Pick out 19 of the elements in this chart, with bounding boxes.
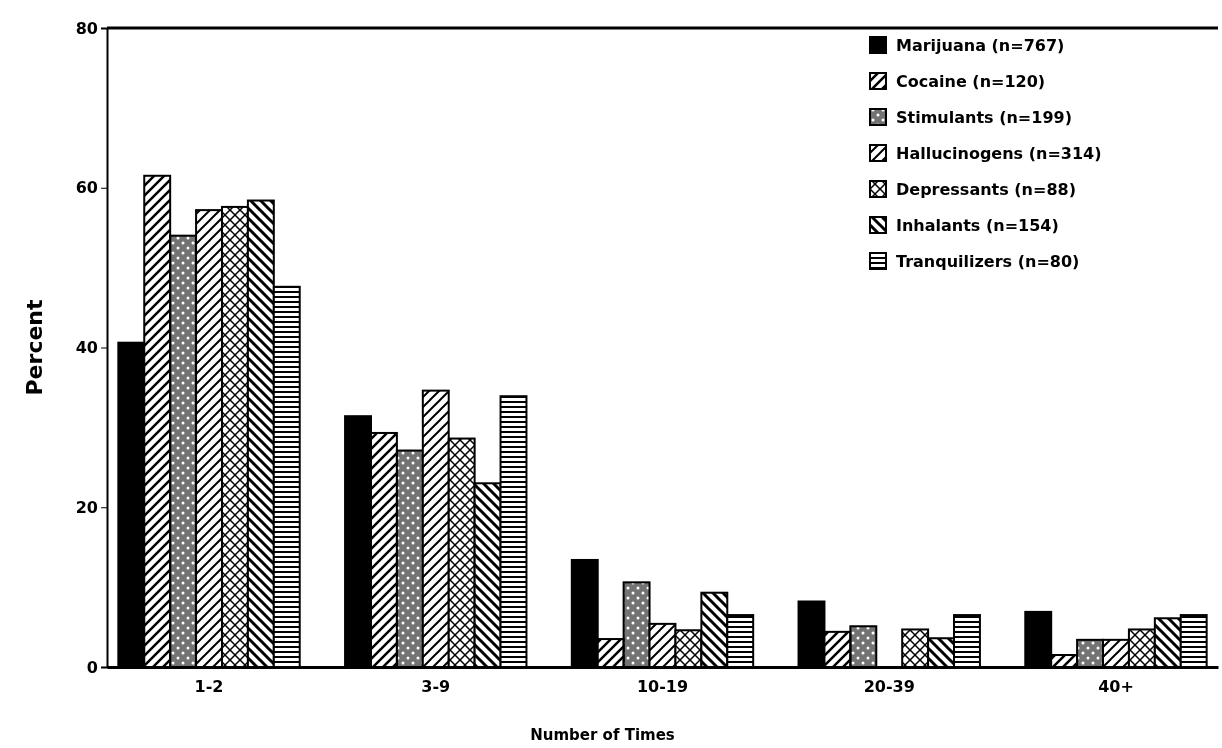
legend-label: Stimulants (n=199) <box>896 108 1072 127</box>
y-axis-title: Percent <box>22 299 47 396</box>
y-tick-label: 40 <box>75 338 98 358</box>
y-tick-label: 0 <box>86 657 98 677</box>
y-tick-label: 80 <box>75 18 98 38</box>
x-tick-label: 3-9 <box>421 677 451 697</box>
y-tick-label: 60 <box>75 178 98 198</box>
legend-label: Hallucinogens (n=314) <box>896 144 1102 163</box>
x-tick-label: 10-19 <box>636 677 689 697</box>
y-tick-label: 20 <box>75 497 98 517</box>
legend-label: Cocaine (n=120) <box>896 72 1046 91</box>
x-axis-title: Number of Times <box>530 726 675 744</box>
x-tick-label: 40+ <box>1098 677 1134 697</box>
legend-label: Marijuana (n=767) <box>896 36 1065 55</box>
x-tick-label: 20-39 <box>863 677 915 697</box>
legend-label: Tranquilizers (n=80) <box>896 252 1080 271</box>
legend-label: Depressants (n=88) <box>896 180 1076 199</box>
x-tick-label: 1-2 <box>194 677 224 697</box>
legend-label: Inhalants (n=154) <box>896 216 1059 235</box>
